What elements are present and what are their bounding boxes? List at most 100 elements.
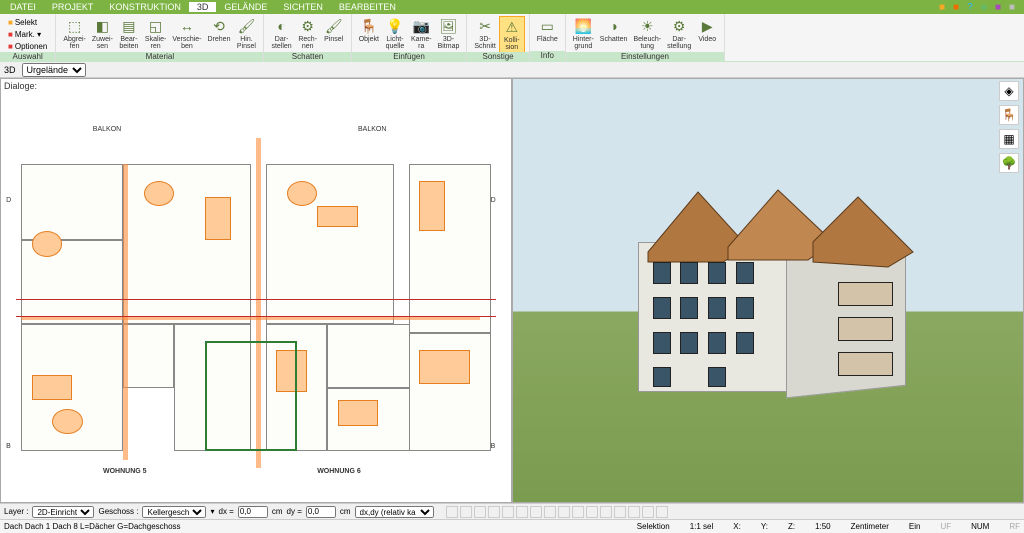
bottom-toolbar: Layer : 2D-Einricht Geschoss : Kellerges… <box>0 503 1024 519</box>
ribbon-btn-video[interactable]: ▶Video <box>694 16 720 44</box>
ribbon-btn-beleuchtung[interactable]: ☀Beleuch-tung <box>630 16 664 51</box>
tool-icon[interactable] <box>614 506 626 518</box>
status-x: X: <box>733 522 741 531</box>
subbar: 3D Urgelände <box>0 62 1024 78</box>
ribbon-icon: 💡 <box>386 17 404 35</box>
dy-input[interactable] <box>306 506 336 518</box>
ribbon-icon: ▶ <box>698 17 716 35</box>
ribbon-btn-rechnen[interactable]: ⚙Rech-nen <box>295 16 321 51</box>
bottom-tool-icons <box>446 506 668 518</box>
ribbon-icon: ▭ <box>538 17 556 35</box>
help-icon-3[interactable]: ? <box>964 1 976 13</box>
help-icon-4[interactable]: ■ <box>978 1 990 13</box>
ribbon-icon: ◱ <box>147 17 165 35</box>
ribbon-btn-kollision[interactable]: ⚠Kolli-sion <box>499 16 525 53</box>
menu-konstruktion[interactable]: KONSTRUKTION <box>101 2 189 12</box>
ribbon-btn-label: 3D-Schnitt <box>474 36 495 50</box>
floorplan-furniture <box>338 400 379 425</box>
menu-bearbeiten[interactable]: BEARBEITEN <box>331 2 404 12</box>
tool-icon[interactable] <box>544 506 556 518</box>
ribbon-icon: ◧ <box>93 17 111 35</box>
ribbon-btn-label: Dar-stellung <box>667 36 691 50</box>
ribbon-group-einfügen: 🪑Objekt💡Licht-quelle📷Kame-ra🖼3D-BitmapEi… <box>352 14 468 61</box>
ribbon-btn-selekt[interactable]: ■ Selekt <box>6 17 49 28</box>
tool-icon[interactable] <box>502 506 514 518</box>
floorplan-redline <box>16 299 495 300</box>
tool-icon[interactable] <box>628 506 640 518</box>
ribbon-btn-darstellen[interactable]: ◐Dar-stellen <box>268 16 294 51</box>
status-selektion: Selektion <box>637 522 670 531</box>
ribbon-btn-label: Video <box>698 36 716 43</box>
status-val: 1:50 <box>815 522 831 531</box>
ribbon-btn-zuweisen[interactable]: ◧Zuwei-sen <box>89 16 116 51</box>
ribbon-btn-label: Kolli-sion <box>504 37 520 51</box>
palette-plants-icon[interactable]: 🌳 <box>999 153 1019 173</box>
ribbon-btn-mark[interactable]: ■ Mark. ▾ <box>6 29 49 40</box>
tool-icon[interactable] <box>516 506 528 518</box>
tool-icon[interactable] <box>586 506 598 518</box>
ribbon-btn-dschnitt[interactable]: ✂3D-Schnitt <box>471 16 498 51</box>
palette-materials-icon[interactable]: ▦ <box>999 129 1019 149</box>
tool-icon[interactable] <box>558 506 570 518</box>
floorplan-room <box>123 324 174 387</box>
ribbon-btn-abgreifen[interactable]: ⬚Abgrei-fen <box>60 16 89 51</box>
help-icon-2[interactable]: ■ <box>950 1 962 13</box>
pane-3d-view[interactable]: ◈ 🪑 ▦ 🌳 <box>512 78 1024 503</box>
help-icon-5[interactable]: ■ <box>992 1 1004 13</box>
ribbon-btn-pinsel[interactable]: 🖌Pinsel <box>321 16 347 44</box>
ribbon-btn-hintergrund[interactable]: 🌅Hinter-grund <box>570 16 597 51</box>
floorplan-label: BALKON <box>93 126 121 133</box>
ribbon-group-label: Einfügen <box>352 52 467 62</box>
status-scale: 1:1 sel <box>690 522 714 531</box>
ribbon-btn-optionen[interactable]: ■ Optionen <box>6 41 49 52</box>
ribbon-btn-kamera[interactable]: 📷Kame-ra <box>408 16 435 51</box>
menu-sichten[interactable]: SICHTEN <box>275 2 331 12</box>
ribbon-btn-lichtquelle[interactable]: 💡Licht-quelle <box>382 16 408 51</box>
menu-projekt[interactable]: PROJEKT <box>44 2 102 12</box>
ribbon-btn-label: Hinter-grund <box>573 36 594 50</box>
menu-datei[interactable]: DATEI <box>2 2 44 12</box>
tool-icon[interactable] <box>474 506 486 518</box>
floorplan: WOHNUNG 5WOHNUNG 6BALKONBALKONDDBB <box>1 79 511 502</box>
ribbon-btn-flche[interactable]: ▭Fläche <box>534 16 561 44</box>
menu-3d[interactable]: 3D <box>189 2 217 12</box>
mode-select[interactable]: dx,dy (relativ ka <box>355 506 434 518</box>
ribbon-btn-dbitmap[interactable]: 🖼3D-Bitmap <box>435 16 463 51</box>
tool-icon[interactable] <box>656 506 668 518</box>
ribbon-btn-label: Dar-stellen <box>271 36 291 50</box>
floorplan-label: D <box>491 197 496 204</box>
ribbon-icon: 🌅 <box>574 17 592 35</box>
geschoss-select[interactable]: Kellergesch <box>142 506 206 518</box>
ribbon-btn-label: Bear-beiten <box>119 36 138 50</box>
status-uf: UF <box>940 522 951 531</box>
tool-icon[interactable] <box>572 506 584 518</box>
ribbon-btn-objekt[interactable]: 🪑Objekt <box>356 16 382 44</box>
dx-input[interactable] <box>238 506 268 518</box>
ribbon-group-einstellungen: 🌅Hinter-grund◑Schatten☀Beleuch-tung⚙Dar-… <box>566 14 725 61</box>
subbar-dropdown[interactable]: Urgelände <box>22 63 86 77</box>
palette-furniture-icon[interactable]: 🪑 <box>999 105 1019 125</box>
ribbon-btn-schatten[interactable]: ◑Schatten <box>597 16 631 44</box>
tool-icon[interactable] <box>460 506 472 518</box>
tool-icon[interactable] <box>642 506 654 518</box>
menu-gelaende[interactable]: GELÄNDE <box>216 2 275 12</box>
help-icon-1[interactable]: ■ <box>936 1 948 13</box>
ribbon-group-label: Sonstige <box>467 52 528 62</box>
pane-2d-floorplan[interactable]: Dialoge: WOHNUNG 5WOHNUNG 6BALKONBALKOND… <box>0 78 512 503</box>
ribbon-btn-drehen[interactable]: ⟲Drehen <box>205 16 234 44</box>
ribbon-icon: 📷 <box>412 17 430 35</box>
ribbon-btn-bearbeiten[interactable]: ▤Bear-beiten <box>116 16 142 51</box>
content: Dialoge: WOHNUNG 5WOHNUNG 6BALKONBALKOND… <box>0 78 1024 503</box>
ribbon-btn-darstellung[interactable]: ⚙Dar-stellung <box>664 16 694 51</box>
palette-layers-icon[interactable]: ◈ <box>999 81 1019 101</box>
tool-icon[interactable] <box>488 506 500 518</box>
ribbon-btn-verschieben[interactable]: ↔Verschie-ben <box>169 16 204 51</box>
ribbon-group-auswahl: ■ Selekt■ Mark. ▾■ OptionenAuswahl <box>0 14 56 61</box>
tool-icon[interactable] <box>446 506 458 518</box>
tool-icon[interactable] <box>600 506 612 518</box>
ribbon-btn-hinpinsel[interactable]: 🖌Hin.Pinsel <box>233 16 259 51</box>
help-icon-6[interactable]: ■ <box>1006 1 1018 13</box>
ribbon-btn-skalieren[interactable]: ◱Skalie-ren <box>142 16 169 51</box>
tool-icon[interactable] <box>530 506 542 518</box>
layer-select[interactable]: 2D-Einricht <box>32 506 94 518</box>
